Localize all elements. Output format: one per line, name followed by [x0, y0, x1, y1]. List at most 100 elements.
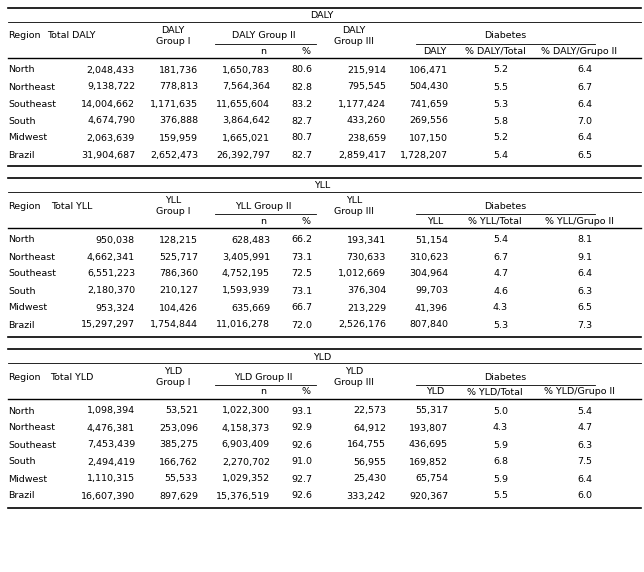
- Text: 9,138,722: 9,138,722: [87, 82, 135, 92]
- Text: DALY Group II: DALY Group II: [232, 31, 296, 41]
- Text: 55,317: 55,317: [415, 407, 448, 415]
- Text: Diabetes: Diabetes: [484, 201, 526, 210]
- Text: 4.3: 4.3: [493, 304, 508, 312]
- Text: DALY
Group I: DALY Group I: [156, 26, 190, 46]
- Text: %: %: [301, 387, 310, 396]
- Text: % YLL/Grupo II: % YLL/Grupo II: [545, 216, 614, 225]
- Text: DALY
Group III: DALY Group III: [334, 26, 374, 46]
- Text: 6.7: 6.7: [577, 82, 592, 92]
- Text: 51,154: 51,154: [415, 236, 448, 244]
- Text: Northeast: Northeast: [8, 82, 55, 92]
- Text: 4.7: 4.7: [493, 269, 508, 279]
- Text: 65,754: 65,754: [415, 475, 448, 483]
- Text: 7.5: 7.5: [577, 458, 592, 467]
- Text: 55,533: 55,533: [165, 475, 198, 483]
- Text: Midwest: Midwest: [8, 133, 47, 142]
- Text: % YLL/Total: % YLL/Total: [468, 216, 522, 225]
- Text: Brazil: Brazil: [8, 150, 35, 160]
- Text: 436,695: 436,695: [409, 440, 448, 450]
- Text: 31,904,687: 31,904,687: [81, 150, 135, 160]
- Text: 1,593,939: 1,593,939: [222, 287, 270, 296]
- Text: 66.2: 66.2: [291, 236, 312, 244]
- Text: 193,807: 193,807: [409, 423, 448, 432]
- Text: 6,551,223: 6,551,223: [87, 269, 135, 279]
- Text: 950,038: 950,038: [96, 236, 135, 244]
- Text: 5.5: 5.5: [493, 82, 508, 92]
- Text: 6.5: 6.5: [577, 304, 592, 312]
- Text: 6.0: 6.0: [577, 491, 592, 500]
- Text: 99,703: 99,703: [415, 287, 448, 296]
- Text: 741,659: 741,659: [409, 100, 448, 109]
- Text: 1,754,844: 1,754,844: [150, 320, 198, 329]
- Text: 6.4: 6.4: [577, 66, 592, 74]
- Text: 193,341: 193,341: [346, 236, 386, 244]
- Text: South: South: [8, 287, 35, 296]
- Text: 41,396: 41,396: [415, 304, 448, 312]
- Text: 3,864,642: 3,864,642: [222, 117, 270, 125]
- Text: 159,959: 159,959: [159, 133, 198, 142]
- Text: Southeast: Southeast: [8, 440, 56, 450]
- Text: 5.9: 5.9: [493, 440, 508, 450]
- Text: 333,242: 333,242: [346, 491, 386, 500]
- Text: 11,016,278: 11,016,278: [216, 320, 270, 329]
- Text: Southeast: Southeast: [8, 269, 56, 279]
- Text: 1,171,635: 1,171,635: [150, 100, 198, 109]
- Text: % DALY/Grupo II: % DALY/Grupo II: [541, 46, 617, 55]
- Text: North: North: [8, 407, 35, 415]
- Text: Region: Region: [8, 31, 41, 41]
- Text: 64,912: 64,912: [353, 423, 386, 432]
- Text: YLD: YLD: [313, 352, 331, 362]
- Text: 4,476,381: 4,476,381: [87, 423, 135, 432]
- Text: Total YLL: Total YLL: [51, 201, 92, 210]
- Text: Region: Region: [8, 201, 41, 210]
- Text: 9.1: 9.1: [577, 252, 592, 261]
- Text: Northeast: Northeast: [8, 252, 55, 261]
- Text: 7.0: 7.0: [577, 117, 592, 125]
- Text: YLD
Group I: YLD Group I: [156, 367, 190, 387]
- Text: Region: Region: [8, 372, 41, 382]
- Text: Midwest: Midwest: [8, 304, 47, 312]
- Text: 82.7: 82.7: [291, 117, 312, 125]
- Text: 5.3: 5.3: [493, 100, 508, 109]
- Text: Total DALY: Total DALY: [47, 31, 96, 41]
- Text: 6.3: 6.3: [577, 287, 592, 296]
- Text: Diabetes: Diabetes: [484, 372, 526, 382]
- Text: 253,096: 253,096: [159, 423, 198, 432]
- Text: 210,127: 210,127: [159, 287, 198, 296]
- Text: 72.5: 72.5: [291, 269, 312, 279]
- Text: 269,556: 269,556: [409, 117, 448, 125]
- Text: 5.4: 5.4: [577, 407, 592, 415]
- Text: 1,098,394: 1,098,394: [87, 407, 135, 415]
- Text: YLL
Group I: YLL Group I: [156, 196, 190, 216]
- Text: Midwest: Midwest: [8, 475, 47, 483]
- Text: 166,762: 166,762: [159, 458, 198, 467]
- Text: YLL: YLL: [427, 216, 443, 225]
- Text: 169,852: 169,852: [409, 458, 448, 467]
- Text: 5.0: 5.0: [493, 407, 508, 415]
- Text: 11,655,604: 11,655,604: [216, 100, 270, 109]
- Text: 1,012,669: 1,012,669: [338, 269, 386, 279]
- Text: 5.4: 5.4: [493, 150, 508, 160]
- Text: 53,521: 53,521: [165, 407, 198, 415]
- Text: % YLD/Grupo II: % YLD/Grupo II: [544, 387, 614, 396]
- Text: 5.9: 5.9: [493, 475, 508, 483]
- Text: %: %: [301, 216, 310, 225]
- Text: 1,665,021: 1,665,021: [222, 133, 270, 142]
- Text: 6.4: 6.4: [577, 269, 592, 279]
- Text: 2,270,702: 2,270,702: [222, 458, 270, 467]
- Text: 91.0: 91.0: [291, 458, 312, 467]
- Text: 2,063,639: 2,063,639: [87, 133, 135, 142]
- Text: 80.7: 80.7: [291, 133, 312, 142]
- Text: 83.2: 83.2: [291, 100, 312, 109]
- Text: 504,430: 504,430: [409, 82, 448, 92]
- Text: Brazil: Brazil: [8, 320, 35, 329]
- Text: 1,650,783: 1,650,783: [222, 66, 270, 74]
- Text: South: South: [8, 458, 35, 467]
- Text: 14,004,662: 14,004,662: [81, 100, 135, 109]
- Text: 7,564,364: 7,564,364: [222, 82, 270, 92]
- Text: 730,633: 730,633: [346, 252, 386, 261]
- Text: 433,260: 433,260: [346, 117, 386, 125]
- Text: 6.4: 6.4: [577, 133, 592, 142]
- Text: 1,029,352: 1,029,352: [222, 475, 270, 483]
- Text: 6.5: 6.5: [577, 150, 592, 160]
